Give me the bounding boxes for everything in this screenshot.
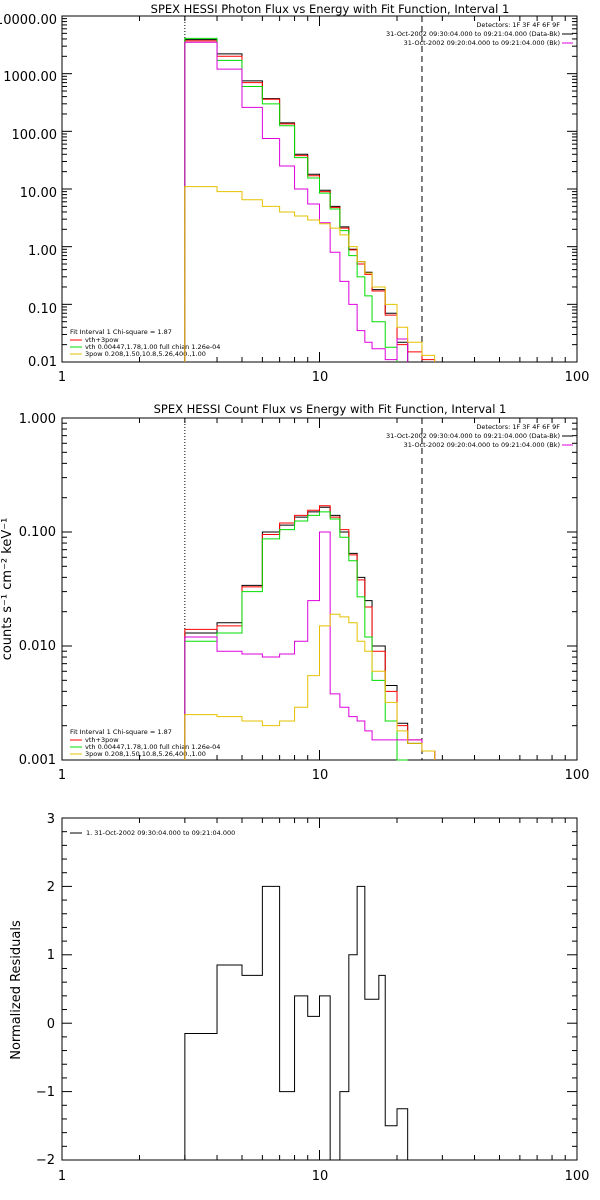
background-interval-label: 31-Oct-2002 09:20:04.000 to 09:21:04.000…	[404, 441, 560, 449]
legend-label: vth 0.00447,1.78,1.00 full chian 1.26e-0…	[85, 343, 220, 351]
residuals-series	[61, 818, 577, 1161]
y-tick-label: 1	[47, 948, 55, 963]
y-tick-label: 1000.00	[3, 70, 57, 85]
legend-header: Fit Interval 1 Chi-square = 1.87	[70, 328, 172, 336]
y-tick-label: 2	[47, 880, 55, 895]
count-flux-panel: SPEX HESSI Count Flux vs Energy with Fit…	[0, 402, 589, 783]
legend-header: Fit Interval 1 Chi-square = 1.87	[70, 728, 172, 736]
count-flux-legend: Fit Interval 1 Chi-square = 1.87 vth+3po…	[70, 728, 220, 758]
y-tick-label: 0	[47, 1017, 55, 1032]
photon-flux-panel: SPEX HESSI Photon Flux vs Energy with Fi…	[0, 2, 589, 385]
y-tick-label: 0.010	[19, 639, 56, 654]
photon-flux-x-ticks: 1 10 100	[58, 370, 590, 385]
background-interval-label: 31-Oct-2002 09:20:04.000 to 09:21:04.000…	[404, 39, 560, 47]
count-flux-series	[61, 418, 577, 761]
x-tick-label: 10	[312, 370, 329, 385]
residuals-y-ticks: −2 −1 0 1 2 3	[36, 812, 55, 1168]
y-tick-label: 1.00	[28, 244, 57, 259]
x-tick-label: 10	[312, 768, 329, 783]
y-tick-label: −2	[36, 1153, 55, 1168]
y-tick-label: 10.00	[20, 186, 57, 201]
residuals-panel: Normalized Residuals 1 10 100 −2 −1 0 1 …	[9, 812, 589, 1184]
series-orange-step-line	[184, 186, 436, 362]
x-tick-label: 100	[565, 1169, 590, 1184]
photon-flux-title: SPEX HESSI Photon Flux vs Energy with Fi…	[151, 2, 510, 16]
legend-label: 1. 31-Oct-2002 09:30:04.000 to 09:21:04.…	[86, 829, 235, 837]
count-flux-y-axis-label: counts s⁻¹ cm⁻² keV⁻¹	[0, 518, 15, 661]
photon-flux-y-ticks: 0.01 0.10 1.00 10.00 100.00 1000.00 1000…	[0, 13, 57, 370]
detectors-label: Detectors: 1F 3F 4F 6F 9F	[476, 21, 560, 29]
x-tick-label: 10	[312, 1169, 329, 1184]
data-interval-label: 31-Oct-2002 09:30:04.000 to 09:21:04.000…	[386, 432, 560, 440]
y-tick-label: 1.000	[19, 412, 56, 427]
detectors-label: Detectors: 1F 3F 4F 6F 9F	[476, 423, 560, 431]
photon-flux-info: Detectors: 1F 3F 4F 6F 9F 31-Oct-2002 09…	[386, 21, 573, 47]
legend-label: vth+3pow	[85, 336, 119, 344]
x-tick-label: 100	[565, 370, 590, 385]
residuals-axes-frame	[61, 817, 578, 1161]
y-tick-label: 0.10	[28, 302, 57, 317]
y-tick-label: 10000.00	[0, 13, 57, 28]
x-tick-label: 1	[58, 370, 66, 385]
series-black-step-line	[184, 885, 422, 1161]
legend-label: 3pow 0.208,1.50,10.8,5.26,400.,1.00	[85, 350, 206, 358]
count-flux-x-ticks: 1 10 100	[58, 768, 590, 783]
series-orange-step-line	[184, 613, 436, 760]
residuals-y-axis-label: Normalized Residuals	[9, 920, 24, 1060]
legend-label: vth 0.00447,1.78,1.00 full chian 1.26e-0…	[85, 743, 220, 751]
y-tick-label: 0.001	[19, 753, 56, 768]
series-magenta-step-line	[184, 531, 436, 760]
y-tick-label: −1	[36, 1085, 55, 1100]
series-black-step-line	[184, 39, 409, 362]
y-tick-label: 0.100	[19, 525, 56, 540]
count-flux-info: Detectors: 1F 3F 4F 6F 9F 31-Oct-2002 09…	[386, 423, 573, 449]
x-tick-label: 1	[58, 1169, 66, 1184]
y-tick-label: 0.01	[28, 355, 57, 370]
series-magenta-step-line	[184, 41, 409, 362]
x-tick-label: 1	[58, 768, 66, 783]
data-interval-label: 31-Oct-2002 09:30:04.000 to 09:21:04.000…	[386, 30, 560, 38]
y-tick-label: 100.00	[12, 128, 58, 143]
series-green-step-line	[184, 511, 408, 761]
photon-flux-series	[61, 16, 577, 363]
count-flux-title: SPEX HESSI Count Flux vs Energy with Fit…	[154, 402, 507, 416]
residuals-legend: 1. 31-Oct-2002 09:30:04.000 to 09:21:04.…	[70, 829, 235, 837]
x-tick-label: 100	[565, 768, 590, 783]
y-tick-label: 3	[47, 812, 55, 827]
legend-label: 3pow 0.208,1.50,10.8,5.26,400.,1.00	[85, 750, 206, 758]
residuals-x-ticks: 1 10 100	[58, 1169, 590, 1184]
legend-label: vth+3pow	[85, 736, 119, 744]
series-green-step-line	[184, 37, 398, 362]
count-flux-y-ticks: 0.001 0.010 0.100 1.000	[19, 412, 56, 768]
photon-flux-legend: Fit Interval 1 Chi-square = 1.87 vth+3po…	[70, 328, 220, 358]
